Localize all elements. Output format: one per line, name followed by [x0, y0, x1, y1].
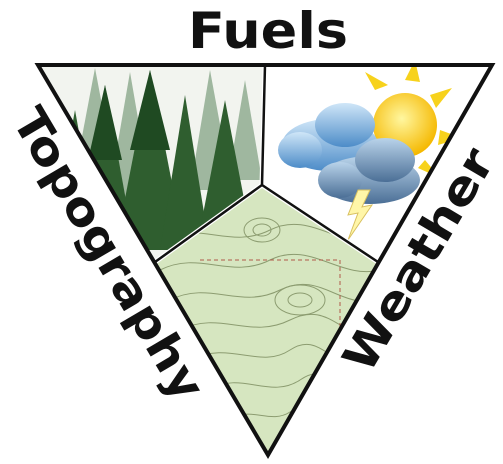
- fire-triangle: Fuels Topography Weather: [0, 0, 503, 464]
- fuels-label: Fuels: [188, 2, 348, 60]
